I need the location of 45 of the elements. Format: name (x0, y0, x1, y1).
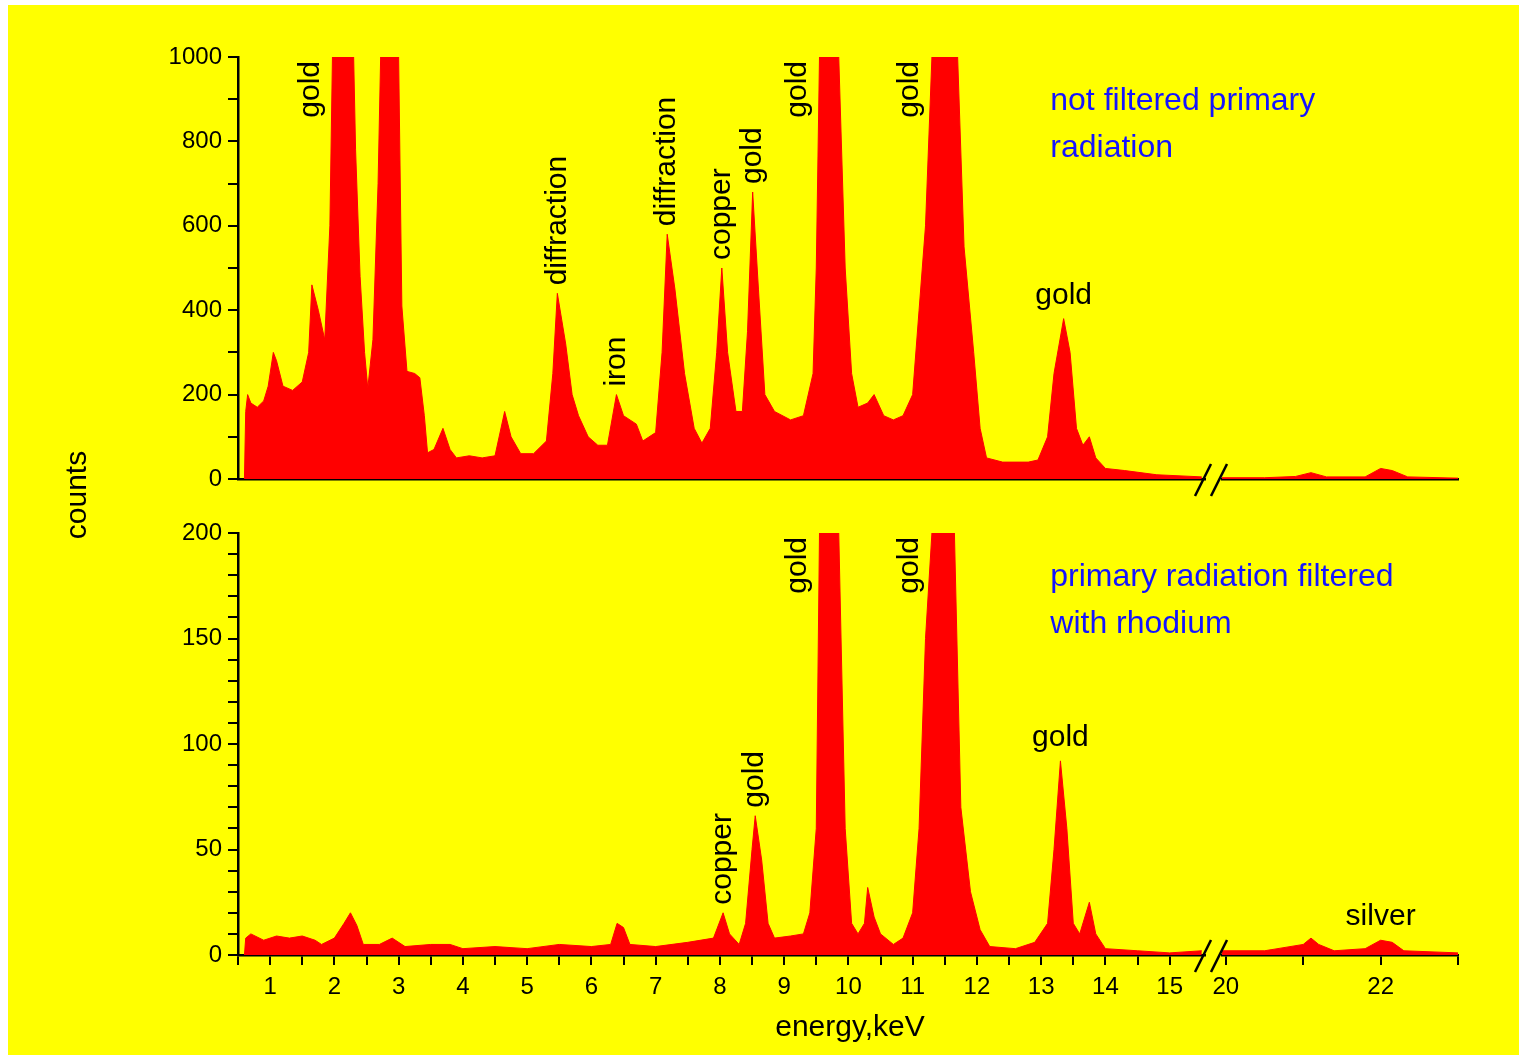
annotation: gold (891, 61, 925, 118)
annotation: diffraction (538, 155, 572, 286)
annotation: iron (597, 336, 631, 387)
annotation: gold (778, 537, 812, 594)
x-tick-label: 1 (263, 972, 277, 1000)
x-tick-label: 13 (1027, 972, 1055, 1000)
x-tick-label: 5 (520, 972, 534, 1000)
y-tick-label: 0 (208, 463, 222, 491)
x-tick-label: 14 (1092, 972, 1119, 1000)
y-axis-title: counts (59, 450, 93, 540)
annotation: gold (1032, 719, 1089, 753)
text: primary radiation filtered with rhodium (1049, 556, 1394, 640)
y-tick-label: 600 (181, 210, 222, 238)
x-tick-label: 2 (327, 972, 342, 1000)
x-tick-label: 8 (713, 972, 727, 1000)
x-tick-label: 15 (1156, 972, 1184, 1000)
annotation: gold (291, 61, 325, 118)
x-tick-label: 20 (1212, 972, 1240, 1000)
y-tick-label: 800 (181, 126, 222, 154)
x-tick-label: 7 (648, 972, 663, 1000)
text: not filtered primary radiation (1050, 80, 1316, 164)
x-tick-label: 4 (456, 972, 470, 1000)
annotation: gold (778, 61, 812, 118)
y-tick-label: 200 (181, 379, 222, 407)
x-axis-title: energy,keV (775, 1009, 925, 1043)
y-tick-label: 50 (195, 834, 222, 862)
x-tick-label: 11 (900, 972, 926, 1000)
annotation: copper (704, 813, 738, 905)
y-tick-label: 0 (208, 939, 222, 967)
annotation: gold (736, 751, 770, 808)
y-tick-label: 100 (181, 728, 222, 756)
x-tick-label: 6 (584, 972, 599, 1000)
y-tick-label: 400 (181, 294, 222, 322)
y-tick-label: 200 (181, 517, 222, 545)
x-tick-label: 9 (777, 972, 791, 1000)
x-tick-label: 22 (1367, 972, 1394, 1000)
x-tick-label: 10 (835, 972, 862, 1000)
x-tick-label: 3 (391, 972, 406, 1000)
x-tick-label: 12 (963, 972, 991, 1000)
y-tick-label: 150 (181, 623, 222, 651)
annotation: gold (891, 537, 925, 594)
annotation: gold (1035, 276, 1092, 310)
annotation: silver (1345, 898, 1416, 932)
y-tick-label: 1000 (168, 41, 222, 69)
annotation: diffraction (648, 96, 682, 227)
